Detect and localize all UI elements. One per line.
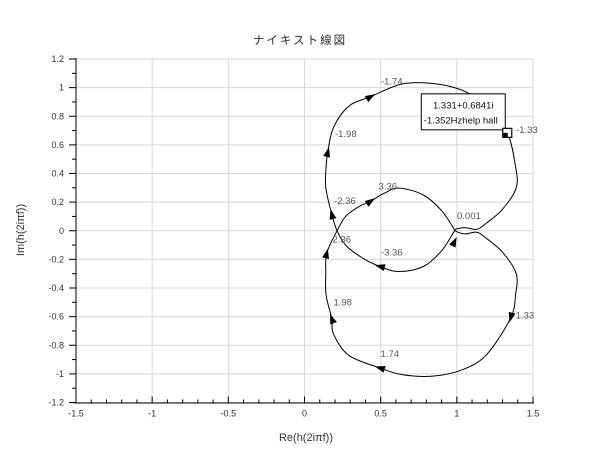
- y-axis-title: Im(h(2iπf)): [15, 204, 27, 256]
- frequency-label: -1.33: [516, 125, 538, 136]
- y-tick-label: -0.2: [48, 254, 64, 264]
- x-tick-label: 1.5: [527, 409, 540, 419]
- frequency-label: -1.74: [381, 77, 403, 88]
- y-tick-label: 0.4: [51, 169, 64, 179]
- direction-arrow-icon: [364, 198, 375, 207]
- frequency-label: 3.36: [379, 182, 398, 193]
- y-tick-label: 0.2: [51, 197, 64, 207]
- cursor-tooltip-group: 1.331+0.6841i -1.352Hzhelp hall: [420, 93, 513, 138]
- x-tick-label: -0.5: [221, 409, 237, 419]
- y-tick-label: -0.8: [48, 340, 64, 350]
- frequency-label: 0.001: [457, 211, 481, 222]
- frequency-annotations: -1.74 -1.98 -2.36 3.36 -3.36 2.36 1.98 1.74 1.33…: [322, 77, 538, 373]
- frequency-label: 1.74: [381, 349, 400, 360]
- y-tick-label: -1.2: [48, 398, 64, 408]
- x-axis-title: Re(h(2iπf)): [279, 432, 333, 444]
- y-tick-label: 1.2: [51, 54, 64, 64]
- cursor-marker-dot: [503, 132, 508, 138]
- y-tick-label: -0.4: [48, 283, 64, 293]
- direction-arrow-icon: [449, 236, 457, 248]
- direction-arrow-icon: [508, 311, 516, 323]
- y-tick-label: 1: [59, 83, 64, 93]
- y-tick-label: 0.6: [51, 140, 64, 150]
- x-tick-label: -1: [148, 409, 156, 419]
- frequency-label: -1.98: [335, 129, 357, 140]
- cursor-tooltip-box[interactable]: [420, 93, 506, 131]
- y-tick-label: -0.6: [48, 312, 64, 322]
- x-tick-label: 0.5: [374, 409, 387, 419]
- frequency-label: 1.33: [516, 311, 535, 322]
- direction-arrow-icon: [374, 264, 386, 272]
- chart-title: ナイキスト線図: [253, 33, 347, 47]
- tooltip-frequency-text: -1.352Hzhelp hall: [424, 115, 498, 126]
- direction-arrow-icon: [322, 248, 329, 260]
- y-tick-label: 0: [59, 226, 64, 236]
- axis-ticks: [69, 58, 534, 403]
- y-tick-label: 0.8: [51, 111, 64, 121]
- tick-labels: -1.5 -1 -0.5 0 0.5 1 1.5 1.2 1 0.8 0.6 0.4 0.2 0 -0.2 -…: [48, 54, 539, 419]
- direction-arrow-icon: [323, 147, 330, 158]
- frequency-label: 1.98: [333, 298, 352, 309]
- frequency-label: -2.36: [334, 196, 356, 207]
- direction-arrow-icon: [364, 94, 376, 103]
- tooltip-value-text: 1.331+0.6841i: [433, 100, 494, 111]
- frequency-label: 2.36: [333, 234, 352, 245]
- direction-arrow-icon: [375, 366, 386, 373]
- direction-arrow-icon: [329, 209, 337, 220]
- y-tick-label: -1: [56, 369, 64, 379]
- direction-arrow-icon: [330, 313, 337, 325]
- x-tick-label: 1: [454, 409, 459, 419]
- frequency-label: -3.36: [381, 247, 403, 258]
- x-tick-label: 0: [302, 409, 307, 419]
- x-tick-label: -1.5: [68, 409, 84, 419]
